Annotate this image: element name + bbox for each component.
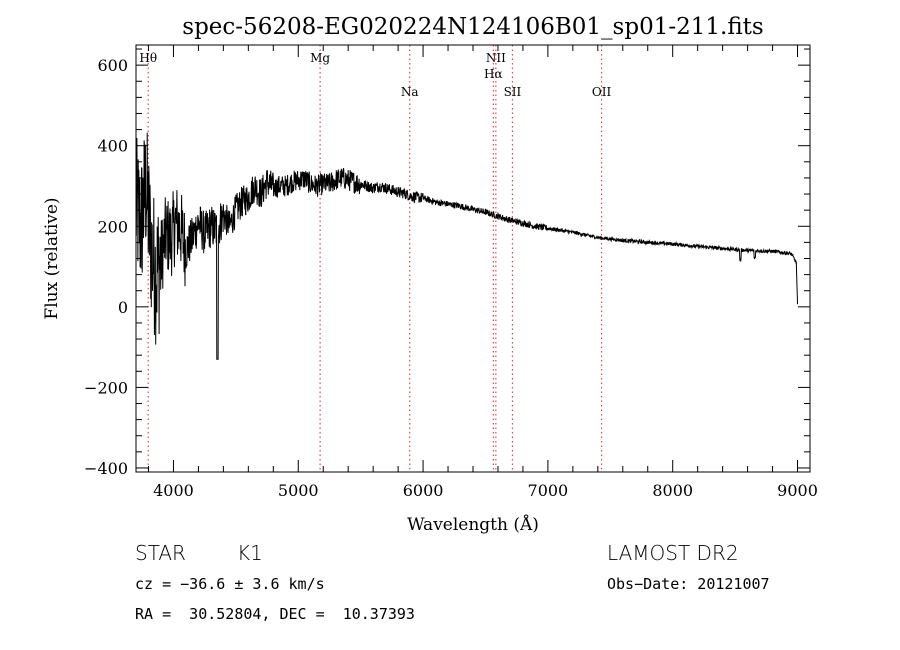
x-tick-label: 4000 bbox=[153, 481, 194, 500]
line-label: OII bbox=[592, 85, 612, 99]
x-tick-label: 8000 bbox=[652, 481, 693, 500]
x-tick-label: 6000 bbox=[403, 481, 444, 500]
survey-label: LAMOST DR2 bbox=[607, 541, 739, 565]
y-tick-label: −200 bbox=[84, 378, 128, 397]
line-label: NII bbox=[486, 51, 506, 65]
x-axis-label: Wavelength (Å) bbox=[407, 514, 539, 535]
y-axis-label: Flux (relative) bbox=[42, 197, 62, 319]
spectrum-line bbox=[135, 132, 798, 360]
y-tick-label: 400 bbox=[97, 137, 128, 156]
object-class: STAR bbox=[135, 541, 186, 565]
line-label: Hα bbox=[484, 67, 503, 81]
x-tick-label: 9000 bbox=[777, 481, 818, 500]
object-subclass: K1 bbox=[237, 541, 263, 565]
y-tick-label: 600 bbox=[97, 56, 128, 75]
line-label: Na bbox=[401, 85, 419, 99]
line-label: Hθ bbox=[139, 51, 157, 65]
y-tick-label: 0 bbox=[118, 298, 128, 317]
chart-title: spec-56208-EG020224N124106B01_sp01-211.f… bbox=[182, 14, 763, 40]
x-tick-label: 5000 bbox=[278, 481, 319, 500]
line-label: Mg bbox=[310, 51, 330, 65]
obs-date-text: Obs−Date: 20121007 bbox=[607, 575, 770, 593]
line-label: SII bbox=[504, 85, 522, 99]
plot-frame bbox=[135, 44, 811, 473]
x-tick-label: 7000 bbox=[528, 481, 569, 500]
redshift-text: cz = −36.6 ± 3.6 km/s bbox=[135, 575, 325, 593]
coordinates-text: RA = 30.52804, DEC = 10.37393 bbox=[135, 605, 415, 623]
y-tick-label: −400 bbox=[84, 459, 128, 478]
y-tick-label: 200 bbox=[97, 217, 128, 236]
